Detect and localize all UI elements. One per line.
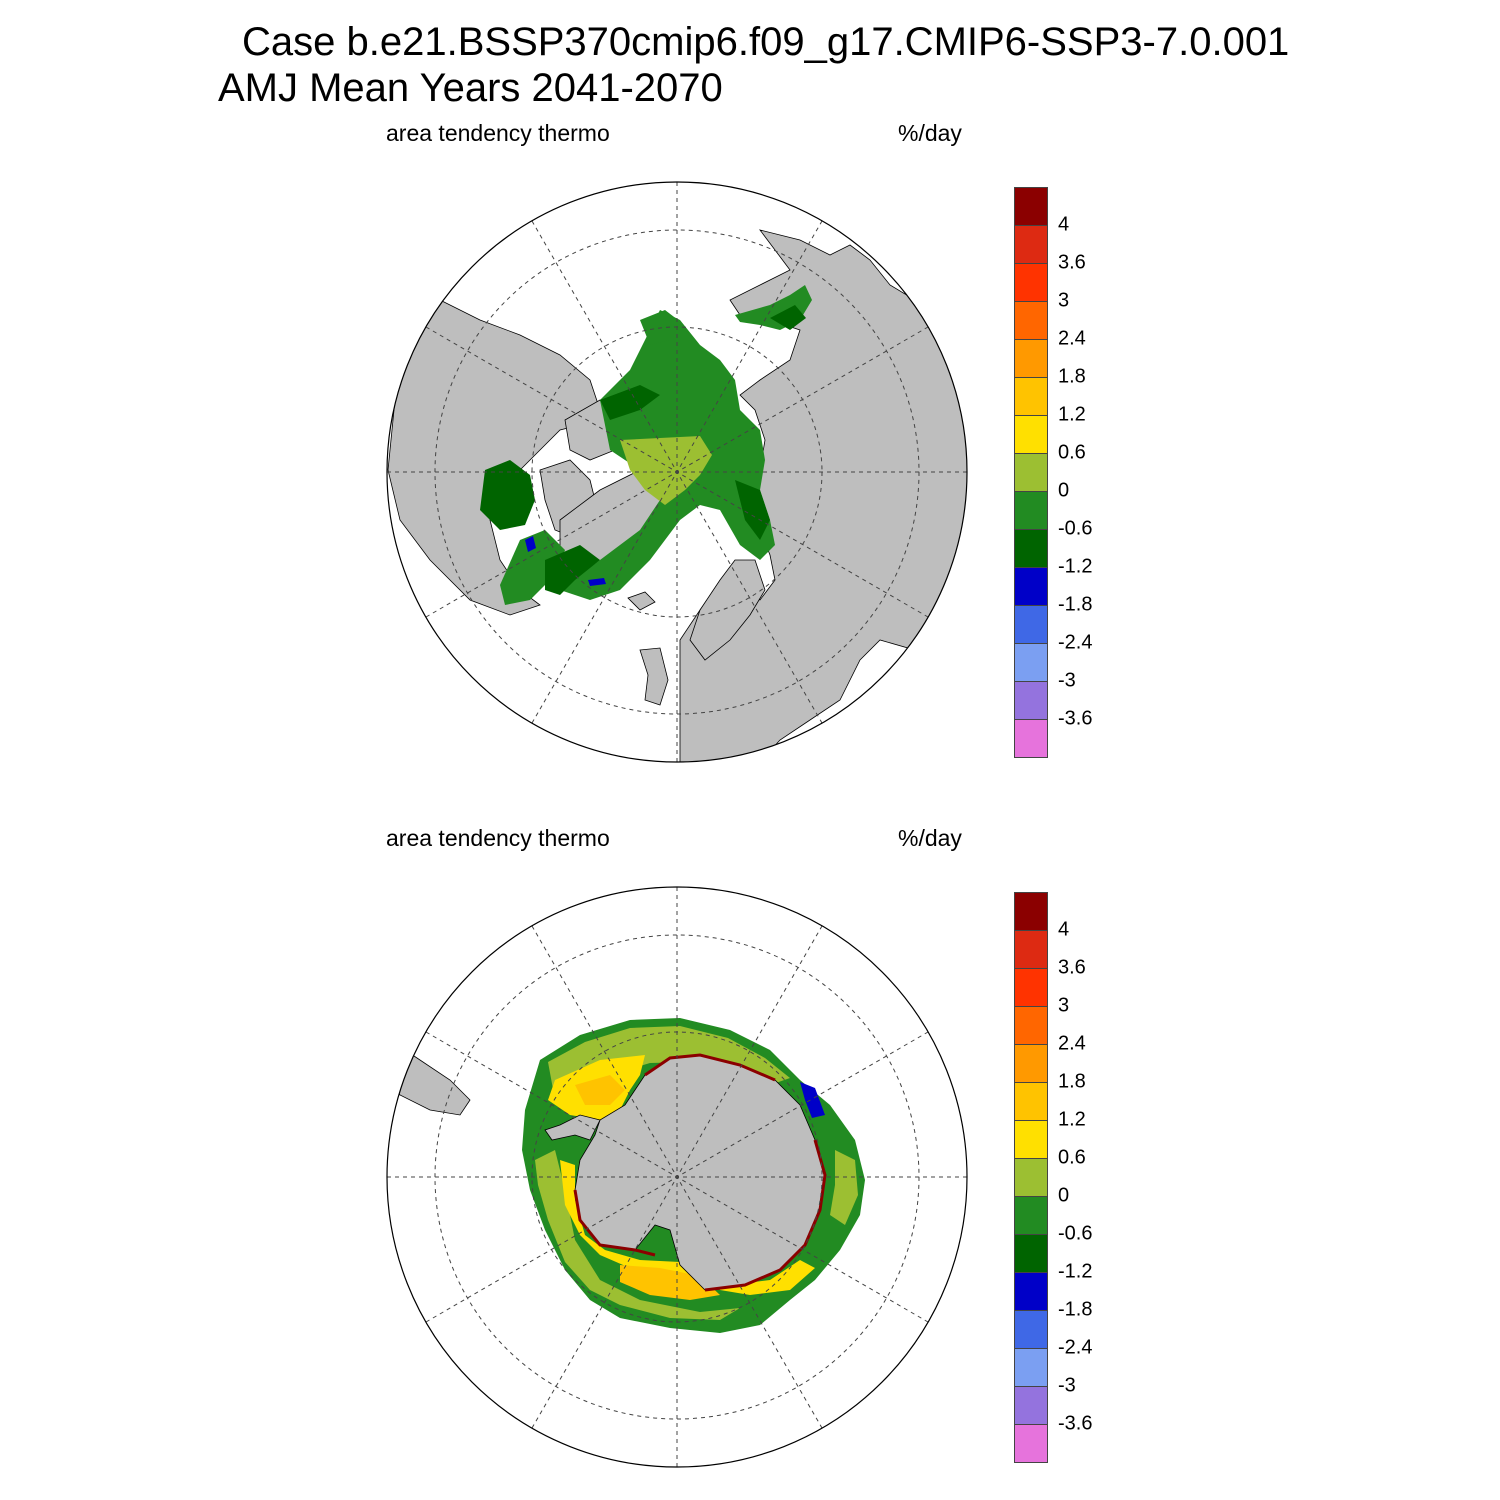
- south-graticule: [387, 887, 967, 1467]
- colorbar-north-label: 3: [1058, 289, 1070, 312]
- colorbar-south-swatch: [1014, 1044, 1048, 1083]
- colorbar-north-swatch: [1014, 339, 1048, 378]
- colorbar-south-swatch: [1014, 1234, 1048, 1273]
- colorbar-north-swatch: [1014, 415, 1048, 454]
- colorbar-north-label: -3.6: [1058, 707, 1093, 730]
- colorbar-south-label: -1.2: [1058, 1260, 1093, 1283]
- colorbar-south-swatch: [1014, 1348, 1048, 1387]
- colorbar-south-label: 2.4: [1058, 1032, 1086, 1055]
- figure-title-line1: Case b.e21.BSSP370cmip6.f09_g17.CMIP6-SS…: [242, 20, 1290, 64]
- colorbar-north-label: 4: [1058, 213, 1070, 236]
- south-map-border: [386, 886, 968, 1468]
- colorbar-north-swatch: [1014, 187, 1048, 226]
- panel-north-left-string: area tendency thermo: [386, 120, 610, 146]
- colorbar-south-label: 1.8: [1058, 1070, 1086, 1093]
- colorbar-north-swatch: [1014, 377, 1048, 416]
- south-ice-ross-orange: [620, 1265, 720, 1300]
- colorbar-north-swatch: [1014, 491, 1048, 530]
- south-ice-lightgreen: [535, 1026, 858, 1320]
- north-ice-blue-spot1: [525, 536, 536, 552]
- north-land-uk: [639, 647, 669, 706]
- panel-south-right-string: %/day: [898, 825, 962, 851]
- colorbar-south-swatch: [1014, 1386, 1048, 1425]
- colorbar-south-swatch: [1014, 1196, 1048, 1235]
- north-ice-arctic-darkband: [600, 385, 770, 540]
- colorbar-south-label: -0.6: [1058, 1222, 1093, 1245]
- colorbar-south-label: 4: [1058, 918, 1070, 941]
- south-ice-ross: [560, 1160, 815, 1295]
- north-land-scandinavia: [689, 559, 766, 661]
- colorbar-north-label: 1.2: [1058, 403, 1086, 426]
- south-ice-coastal-rim: [573, 1053, 827, 1292]
- north-polar-map: [386, 181, 968, 763]
- north-ice-okhotsk-dark: [770, 305, 806, 330]
- colorbar-north-label: -0.6: [1058, 517, 1093, 540]
- south-ice-blue: [800, 1082, 825, 1118]
- colorbar-north-swatch: [1014, 605, 1048, 644]
- south-ice-weddell-orange: [575, 1075, 625, 1105]
- colorbar-south: 4 3.6 3 2.4 1.8 1.2 0.6 0 -0.6 -1.2 -1.8 -2.4 -3 -3.6: [1014, 892, 1092, 1463]
- colorbar-north-swatch: [1014, 453, 1048, 492]
- colorbar-south-label: -3.6: [1058, 1412, 1093, 1435]
- colorbar-south-label: -2.4: [1058, 1336, 1093, 1359]
- colorbar-south-swatch: [1014, 1082, 1048, 1121]
- colorbar-north-label: 3.6: [1058, 251, 1086, 274]
- colorbar-north-label: -2.4: [1058, 631, 1093, 654]
- colorbar-north-swatch: [1014, 529, 1048, 568]
- colorbar-south-label: 0: [1058, 1184, 1070, 1207]
- colorbar-south-swatch: [1014, 968, 1048, 1007]
- colorbar-north: 4 3.6 3 2.4 1.8 1.2 0.6 0 -0.6 -1.2 -1.8 -2.4 -3 -3.6: [1014, 187, 1092, 758]
- north-graticule: [387, 182, 967, 762]
- north-ice-baffin-dark: [545, 545, 600, 595]
- colorbar-north-label: 1.8: [1058, 365, 1086, 388]
- colorbar-north-label: 2.4: [1058, 327, 1086, 350]
- colorbar-north-label: -1.2: [1058, 555, 1093, 578]
- colorbar-south-label: 0.6: [1058, 1146, 1086, 1169]
- colorbar-south-swatch: [1014, 1158, 1048, 1197]
- panel-south-left-string: area tendency thermo: [386, 825, 610, 851]
- figure-title-line2: AMJ Mean Years 2041-2070: [218, 66, 723, 110]
- north-map-border: [386, 181, 968, 763]
- north-ice-labrador: [500, 530, 565, 605]
- colorbar-north-swatch: [1014, 567, 1048, 606]
- colorbar-north-label: 0.6: [1058, 441, 1086, 464]
- colorbar-north-label: -1.8: [1058, 593, 1093, 616]
- colorbar-south-label: 3: [1058, 994, 1070, 1017]
- colorbar-south-swatch: [1014, 1006, 1048, 1045]
- colorbar-north-swatch: [1014, 301, 1048, 340]
- north-ice-arctic-center: [620, 436, 712, 505]
- colorbar-south-swatch: [1014, 1120, 1048, 1159]
- colorbar-north-swatch: [1014, 643, 1048, 682]
- colorbar-south-swatch: [1014, 1424, 1048, 1463]
- colorbar-north-swatch: [1014, 719, 1048, 758]
- north-ice-bering: [640, 310, 678, 345]
- south-land-peninsula: [544, 1114, 601, 1141]
- colorbar-north-swatch: [1014, 681, 1048, 720]
- colorbar-south-swatch: [1014, 1272, 1048, 1311]
- colorbar-north-swatch: [1014, 263, 1048, 302]
- panel-north-right-string: %/day: [898, 120, 962, 146]
- colorbar-south-label: -1.8: [1058, 1298, 1093, 1321]
- north-ice-blue-spot2: [588, 578, 606, 586]
- north-ice-hudson: [480, 460, 535, 530]
- colorbar-south-label: 3.6: [1058, 956, 1086, 979]
- south-polar-map: [386, 886, 968, 1468]
- colorbar-south-label: 1.2: [1058, 1108, 1086, 1131]
- colorbar-north-label: -3: [1058, 669, 1076, 692]
- north-land-iceland: [627, 591, 656, 611]
- colorbar-south-swatch: [1014, 1310, 1048, 1349]
- colorbar-north-label: 0: [1058, 479, 1070, 502]
- colorbar-south-swatch: [1014, 892, 1048, 931]
- colorbar-south-swatch: [1014, 930, 1048, 969]
- colorbar-north-swatch: [1014, 225, 1048, 264]
- colorbar-south-label: -3: [1058, 1374, 1076, 1397]
